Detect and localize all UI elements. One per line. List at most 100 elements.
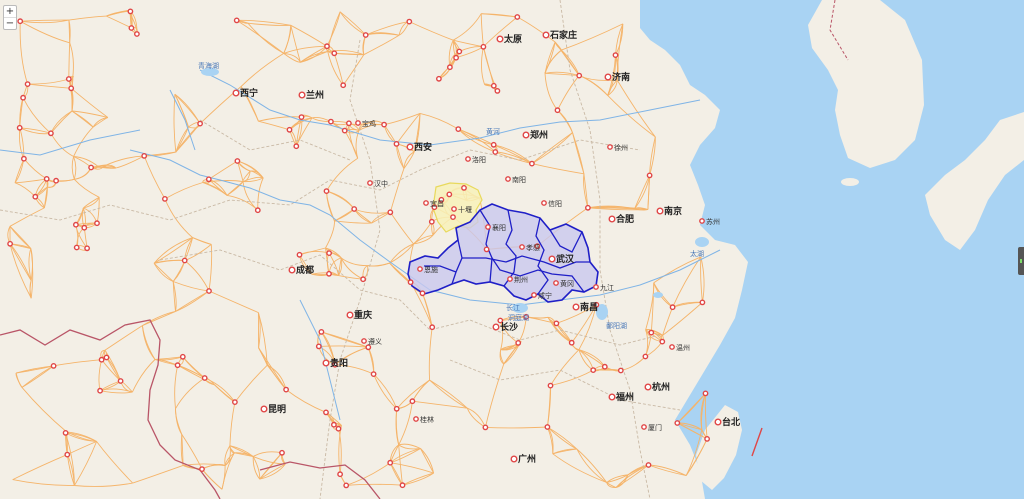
- road-segment: [615, 23, 624, 56]
- labeled-city-marker: [451, 206, 457, 212]
- city-label-taiyuan[interactable]: 太原: [503, 33, 522, 45]
- road-segment: [247, 22, 291, 26]
- city-label-nanyang[interactable]: 南阳: [512, 175, 526, 184]
- road-segment: [606, 474, 629, 483]
- city-label-xianning[interactable]: 咸宁: [538, 291, 552, 300]
- city-marker: [103, 354, 110, 361]
- city-label-xiamen[interactable]: 厦门: [648, 423, 662, 432]
- city-label-guiyang[interactable]: 贵阳: [330, 357, 348, 369]
- city-marker: [65, 76, 72, 82]
- road-segment: [547, 426, 578, 450]
- city-label-changsha[interactable]: 长沙: [500, 321, 518, 333]
- city-label-guilin[interactable]: 桂林: [420, 415, 434, 424]
- city-marker: [254, 207, 261, 214]
- road-segment: [20, 19, 69, 22]
- city-label-nanchang[interactable]: 南昌: [580, 301, 598, 313]
- road-segment: [14, 178, 47, 184]
- city-label-taipei[interactable]: 台北: [722, 416, 740, 428]
- water-label-poyang-lake: 鄱阳湖: [606, 321, 627, 330]
- zoom-in-button[interactable]: +: [5, 6, 15, 17]
- road-segment: [420, 448, 434, 474]
- road-segment: [650, 282, 655, 333]
- city-label-shiyan[interactable]: 十堰: [458, 205, 472, 214]
- road-segment: [428, 327, 433, 381]
- city-label-suzhou[interactable]: 苏州: [706, 217, 720, 226]
- city-label-nanjing[interactable]: 南京: [664, 205, 682, 217]
- road-segment: [68, 78, 73, 112]
- city-label-baoji[interactable]: 宝鸡: [362, 119, 376, 128]
- road-segment: [398, 444, 403, 486]
- road-segment: [229, 402, 236, 446]
- city-marker: [233, 17, 240, 24]
- qinghai-lake: [201, 68, 219, 76]
- road-segment: [325, 220, 335, 249]
- city-marker: [279, 449, 285, 456]
- road-segment: [68, 15, 107, 21]
- labeled-city-marker: [260, 405, 268, 413]
- city-label-enshi[interactable]: 恩施: [424, 265, 438, 274]
- city-label-wuhan[interactable]: 武汉: [556, 253, 575, 265]
- city-marker: [330, 421, 337, 428]
- city-label-hangzhou[interactable]: 杭州: [652, 381, 670, 393]
- road-segment: [458, 128, 496, 153]
- city-label-jiujiang[interactable]: 九江: [600, 283, 614, 292]
- road-segment: [334, 364, 374, 375]
- city-label-kunming[interactable]: 昆明: [268, 404, 286, 415]
- city-label-jinan[interactable]: 济南: [612, 71, 630, 83]
- city-marker: [161, 195, 168, 202]
- city-label-xinyang[interactable]: 信阳: [548, 199, 562, 208]
- road-segment: [283, 53, 301, 63]
- road-segment: [252, 456, 261, 480]
- city-label-xiaogan[interactable]: 孝感: [526, 243, 540, 252]
- labeled-city-marker: [608, 393, 616, 401]
- city-label-guangzhou[interactable]: 广州: [518, 453, 536, 465]
- city-label-zunyi[interactable]: 遵义: [368, 337, 382, 346]
- zoom-out-button[interactable]: −: [4, 17, 16, 29]
- city-label-wenzhou[interactable]: 温州: [676, 343, 690, 352]
- road-segment: [700, 256, 703, 303]
- road-segment: [325, 247, 342, 259]
- road-segment: [65, 432, 75, 486]
- road-segment: [252, 456, 261, 480]
- city-label-chengdu[interactable]: 成都: [296, 264, 314, 276]
- city-marker: [201, 375, 208, 381]
- road-segment: [517, 16, 556, 43]
- road-segment: [20, 19, 69, 24]
- city-marker: [554, 107, 561, 114]
- city-label-luoyang[interactable]: 洛阳: [472, 155, 486, 164]
- city-label-hefei[interactable]: 合肥: [616, 213, 634, 225]
- city-label-xuzhou[interactable]: 徐州: [614, 143, 628, 152]
- city-label-zhengzhou[interactable]: 郑州: [530, 129, 548, 141]
- city-label-shijiazhuang[interactable]: 石家庄: [549, 29, 577, 41]
- road-segment: [202, 180, 244, 183]
- city-label-xian[interactable]: 西安: [414, 141, 432, 153]
- road-segment: [389, 212, 414, 245]
- city-label-jingzhou[interactable]: 荆州: [514, 275, 528, 284]
- city-marker: [387, 459, 394, 466]
- city-label-huanggang[interactable]: 黄冈: [560, 279, 574, 288]
- japan-land: [925, 112, 1024, 250]
- city-marker: [68, 85, 75, 92]
- city-marker: [298, 114, 305, 121]
- highlight-region-blue[interactable]: [407, 203, 599, 303]
- city-label-fuzhou[interactable]: 福州: [615, 391, 634, 403]
- road-segment: [701, 393, 706, 430]
- city-label-hanzhong[interactable]: 汉中: [374, 179, 388, 188]
- city-marker: [50, 362, 57, 369]
- road-segment: [403, 151, 415, 169]
- city-label-lanzhou[interactable]: 兰州: [306, 89, 324, 101]
- side-panel-handle[interactable]: [1018, 247, 1024, 275]
- city-marker: [393, 405, 400, 412]
- road-segment: [202, 182, 228, 196]
- road-segment: [326, 11, 341, 47]
- road-segment: [143, 155, 166, 200]
- city-marker: [327, 118, 334, 125]
- city-label-chongqing[interactable]: 重庆: [354, 309, 372, 321]
- road-segment: [373, 373, 398, 410]
- road-segment: [342, 54, 365, 86]
- city-label-xining[interactable]: 西宁: [240, 87, 258, 99]
- city-marker: [81, 224, 88, 231]
- city-label-xiangyang[interactable]: 襄阳: [492, 223, 506, 232]
- city-label-yichang[interactable]: 宜昌: [430, 199, 444, 208]
